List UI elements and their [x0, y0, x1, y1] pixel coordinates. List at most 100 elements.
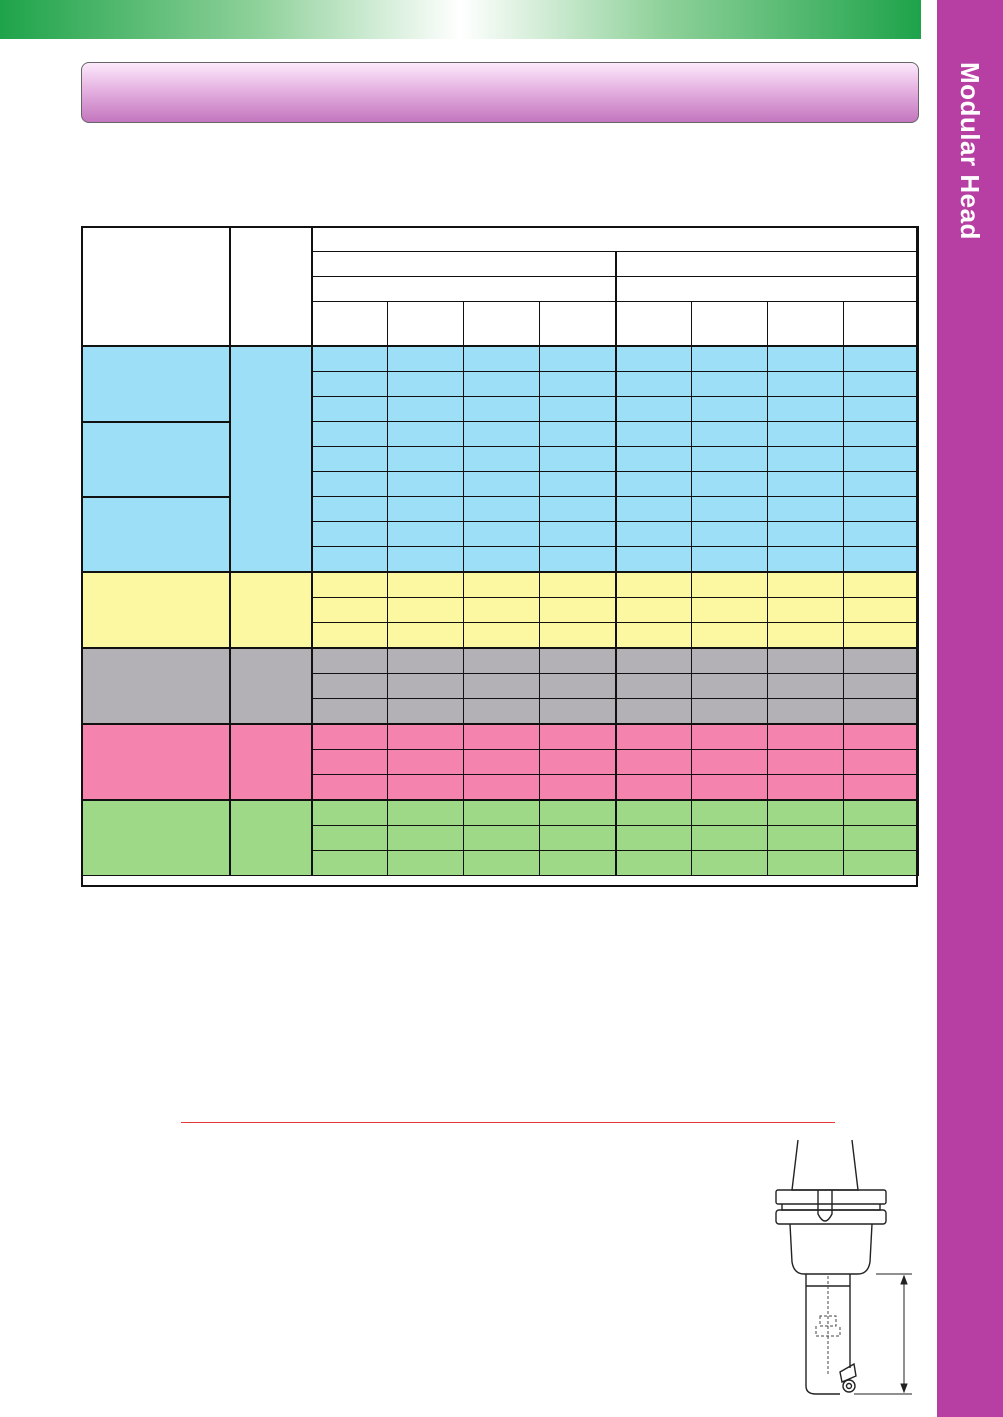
table-cell: [387, 647, 464, 674]
table-cell: [311, 345, 388, 372]
table-cell: [843, 496, 919, 522]
table-cell: [311, 521, 388, 547]
table-cell: [539, 723, 617, 750]
table-row: [82, 371, 919, 397]
row-label-cell: [81, 345, 231, 422]
table-cell: [843, 774, 919, 801]
table-cell: [843, 546, 919, 573]
table-cell: [539, 496, 617, 522]
table-cell: [387, 571, 464, 598]
table-cell: [387, 774, 464, 801]
header-cell: [615, 276, 919, 302]
table-cell: [615, 850, 692, 876]
table-cell: [463, 799, 540, 826]
table-cell: [691, 825, 768, 851]
table-cell: [843, 446, 919, 472]
table-cell: [311, 546, 388, 573]
table-cell: [539, 749, 617, 775]
table-cell: [463, 521, 540, 547]
table-cell: [843, 850, 919, 876]
table-cell: [843, 749, 919, 775]
table-cell: [691, 546, 768, 573]
table-cell: [615, 371, 692, 397]
table-cell: [463, 471, 540, 497]
table-cell: [387, 749, 464, 775]
table-cell: [539, 521, 617, 547]
table-cell: [387, 496, 464, 522]
table-cell: [463, 774, 540, 801]
table-cell: [767, 799, 844, 826]
table-cell: [767, 850, 844, 876]
table-cell: [539, 825, 617, 851]
table-cell: [387, 597, 464, 623]
row-label-cell: [81, 647, 231, 725]
table-row: [82, 698, 919, 725]
table-cell: [387, 799, 464, 826]
table-cell: [691, 749, 768, 775]
table-cell: [767, 446, 844, 472]
table-cell: [539, 571, 617, 598]
table-cell: [615, 421, 692, 447]
table-cell: [463, 496, 540, 522]
table-cell: [387, 521, 464, 547]
table-cell: [843, 723, 919, 750]
table-cell: [539, 799, 617, 826]
table-cell: [539, 471, 617, 497]
table-cell: [615, 446, 692, 472]
table-cell: [387, 546, 464, 573]
title-bar: [81, 62, 919, 123]
table-cell: [767, 647, 844, 674]
table-cell: [615, 571, 692, 598]
table-row: [81, 723, 919, 801]
table-cell: [311, 446, 388, 472]
table-cell: [843, 396, 919, 422]
table-cell: [843, 345, 919, 372]
table-cell: [843, 825, 919, 851]
header-cell: [311, 301, 388, 347]
top-gradient-band: [0, 0, 921, 39]
header-cell: [311, 226, 919, 252]
spec-table: [81, 226, 919, 876]
table-cell: [463, 597, 540, 623]
row-group-cell: [229, 571, 313, 649]
table-cell: [387, 825, 464, 851]
table-cell: [311, 774, 388, 801]
table-cell: [387, 673, 464, 699]
table-cell: [387, 471, 464, 497]
table-row: [81, 571, 919, 649]
table-cell: [767, 749, 844, 775]
row-group-cell: [229, 723, 313, 801]
table-cell: [387, 622, 464, 649]
table-cell: [843, 571, 919, 598]
table-cell: [463, 396, 540, 422]
table-cell: [615, 673, 692, 699]
table-cell: [615, 521, 692, 547]
table-cell: [387, 446, 464, 472]
table-cell: [691, 571, 768, 598]
table-row: [82, 471, 919, 497]
table-cell: [691, 421, 768, 447]
table-cell: [463, 622, 540, 649]
table-cell: [615, 647, 692, 674]
table-cell: [311, 647, 388, 674]
table-cell: [387, 723, 464, 750]
header-cell: [539, 301, 617, 347]
table-row: [82, 850, 919, 876]
table-cell: [767, 496, 844, 522]
table-cell: [311, 698, 388, 725]
header-cell: [615, 301, 692, 347]
table-cell: [463, 749, 540, 775]
table-cell: [615, 799, 692, 826]
table-row: [82, 446, 919, 472]
side-tab-title: Modular Head Series: [889, 62, 985, 240]
table-cell: [691, 597, 768, 623]
table-cell: [539, 446, 617, 472]
table-cell: [463, 825, 540, 851]
table-row: [82, 749, 919, 775]
table-cell: [311, 371, 388, 397]
table-cell: [615, 396, 692, 422]
table-cell: [463, 723, 540, 750]
table-cell: [691, 521, 768, 547]
table-cell: [311, 396, 388, 422]
side-tab: [937, 0, 1003, 1417]
